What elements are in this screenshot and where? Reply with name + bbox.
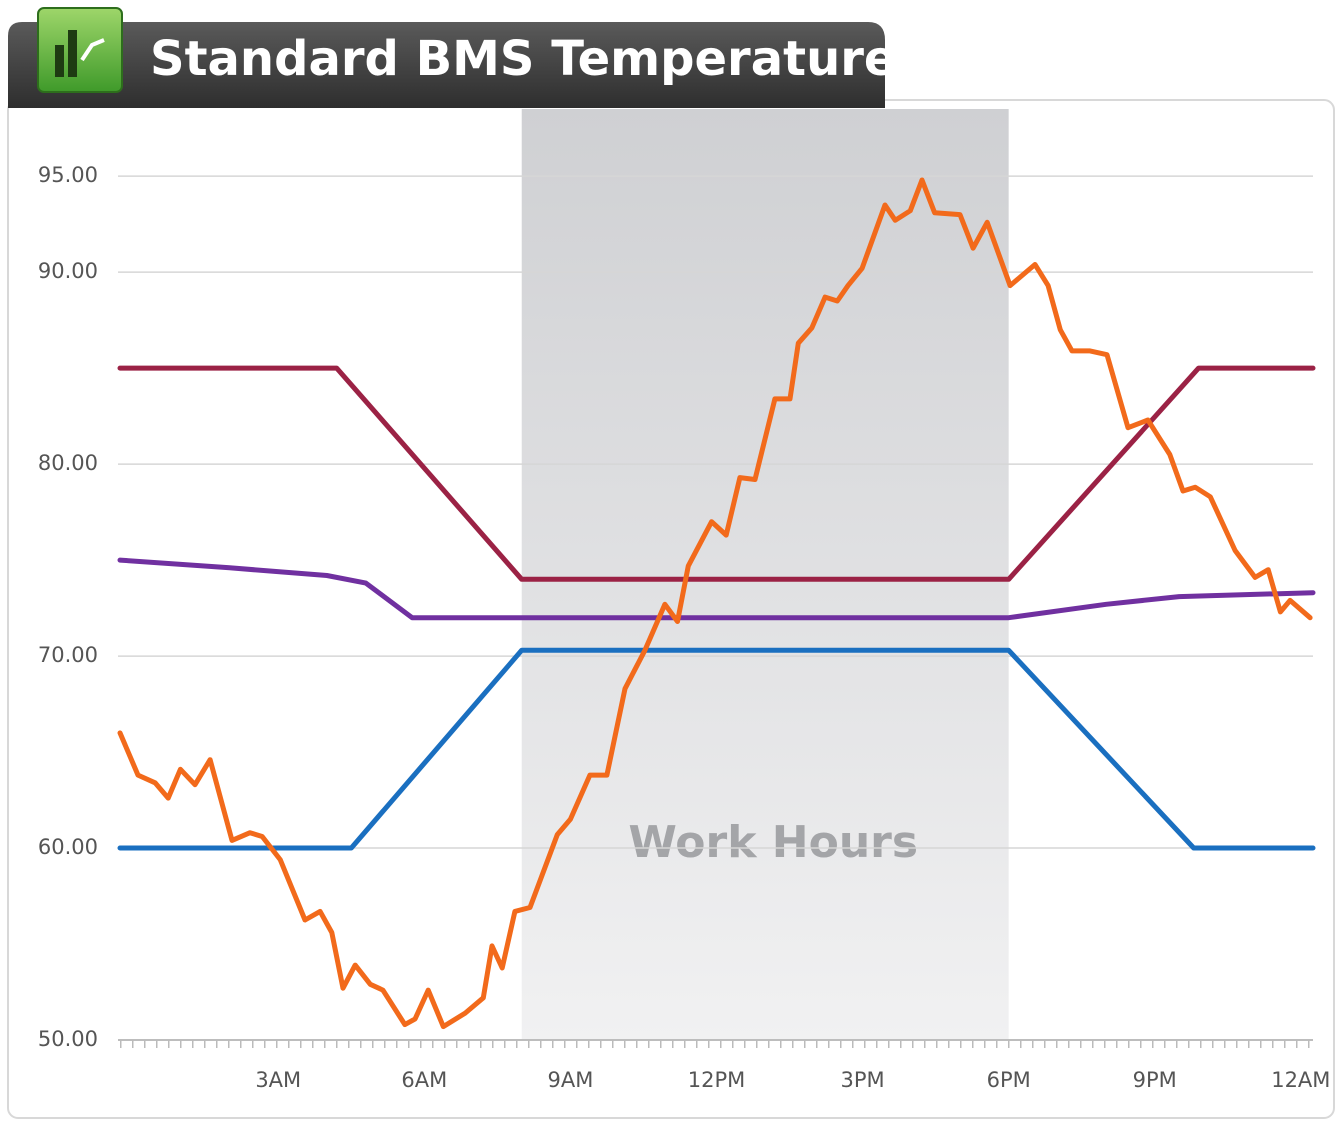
chart-title: Standard BMS Temperatures <box>150 31 925 87</box>
x-tick-label: 6AM <box>401 1068 447 1092</box>
y-tick-label: 70.00 <box>38 643 98 667</box>
y-tick-label: 50.00 <box>38 1027 98 1051</box>
x-tick-label: 6PM <box>987 1068 1031 1092</box>
series-line <box>117 365 1316 582</box>
x-tick-label: 12AM <box>1271 1068 1330 1092</box>
band-label: Work Hours <box>628 817 918 868</box>
y-tick-label: 90.00 <box>38 259 98 283</box>
work-hours-band <box>521 109 1009 1040</box>
series-line <box>117 177 1313 1030</box>
icon <box>37 7 123 93</box>
y-tick-label: 80.00 <box>38 451 98 475</box>
x-tick-label: 12PM <box>688 1068 746 1092</box>
series-line <box>117 557 1316 621</box>
series-line <box>117 647 1316 851</box>
x-tick-label: 3PM <box>841 1068 885 1092</box>
x-tick-label: 9PM <box>1133 1068 1177 1092</box>
x-tick-label: 3AM <box>255 1068 301 1092</box>
header-tab <box>8 22 885 108</box>
x-tick-label: 9AM <box>547 1068 593 1092</box>
y-tick-label: 95.00 <box>38 163 98 187</box>
y-tick-label: 60.00 <box>38 835 98 859</box>
